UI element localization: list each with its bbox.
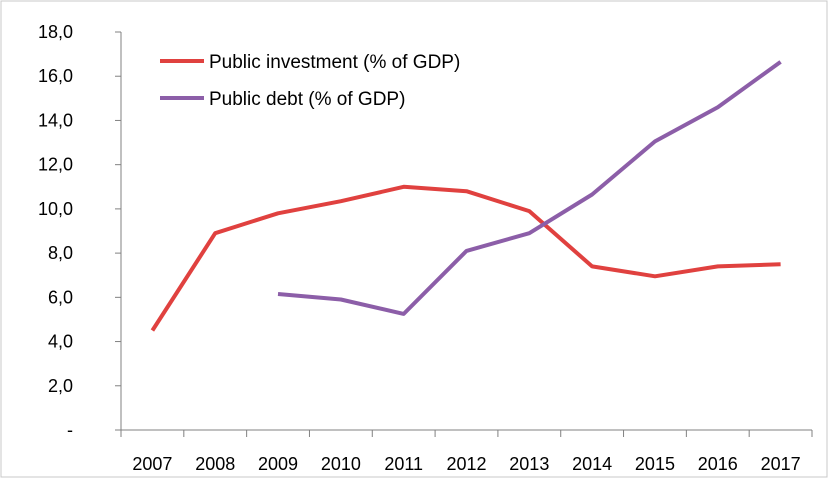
- x-tick-label: 2013: [509, 454, 549, 474]
- y-tick-label: 12,0: [38, 155, 73, 175]
- x-tick-label: 2011: [384, 454, 423, 474]
- y-tick-label: 6,0: [48, 287, 73, 307]
- x-tick-label: 2015: [635, 454, 675, 474]
- y-tick-label: 4,0: [48, 332, 73, 352]
- legend-label-public-investment: Public investment (% of GDP): [209, 52, 460, 73]
- legend-label-public-debt: Public debt (% of GDP): [209, 89, 405, 110]
- series-line-public-investment: [150, 184, 781, 332]
- x-tick-label: 2010: [321, 454, 361, 474]
- y-tick-label: 16,0: [38, 66, 73, 86]
- y-tick-label: 10,0: [38, 199, 73, 219]
- y-tick-label: 14,0: [38, 110, 73, 130]
- x-tick-label: 2007: [132, 454, 172, 474]
- x-tick-label: 2009: [258, 454, 298, 474]
- y-tick-label: -: [67, 420, 73, 440]
- x-tick-label: 2012: [446, 454, 486, 474]
- axes: - 2,0 4,0 6,0 8,0 10,0 12,0 14,0 16,0 18,0 2007 200…: [38, 22, 813, 474]
- x-tick-label: 2017: [761, 454, 801, 474]
- series-line-public-debt: [277, 60, 782, 316]
- y-tick-label: 18,0: [38, 22, 73, 42]
- x-tick-label: 2016: [698, 454, 738, 474]
- x-tick-label: 2008: [195, 454, 235, 474]
- y-tick-label: 2,0: [48, 376, 73, 396]
- legend: Public investment (% of GDP) Public debt …: [160, 52, 460, 110]
- y-tick-label: 8,0: [48, 243, 73, 263]
- x-tick-label: 2014: [572, 454, 612, 474]
- series-layer: [150, 60, 782, 332]
